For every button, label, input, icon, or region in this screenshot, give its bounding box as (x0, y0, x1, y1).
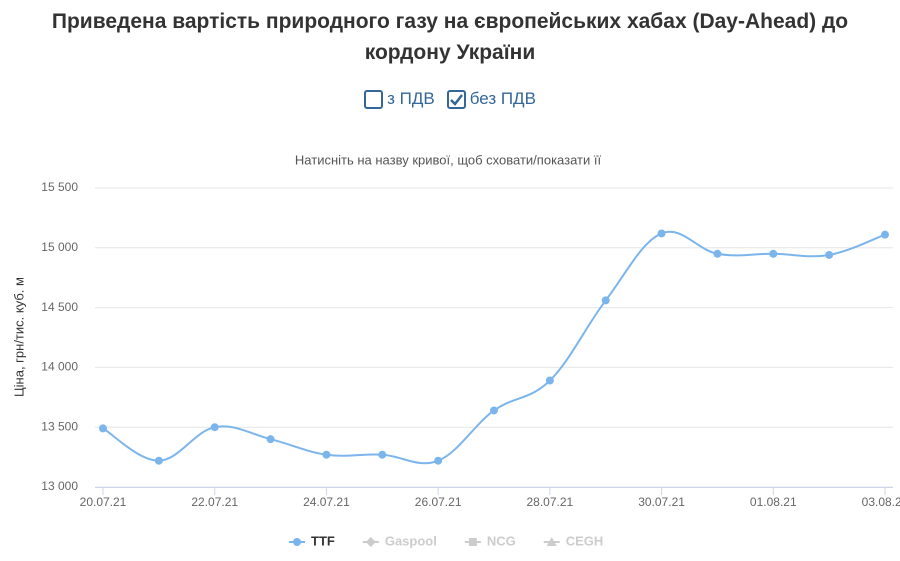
point (713, 249, 722, 258)
legend-marker (546, 537, 557, 546)
point (657, 229, 666, 238)
y-tick-label: 13 000 (41, 479, 78, 493)
x-tick-label: 03.08.21 (862, 495, 900, 509)
point (490, 406, 498, 415)
x-tick-label: 30.07.21 (638, 495, 685, 509)
point (99, 424, 107, 433)
checkbox[interactable] (446, 89, 466, 109)
toggles: з ПДВ без ПДВ (0, 89, 900, 114)
toggle[interactable]: без ПДВ (446, 89, 536, 109)
legend-label: NCG (487, 533, 516, 548)
legend-label: Gaspool (385, 533, 437, 548)
toggle-label: з ПДВ (387, 89, 435, 108)
y-tick-label: 13 500 (41, 419, 78, 433)
x-tick-label: 28.07.21 (526, 495, 573, 509)
y-tick-label: 15 000 (41, 240, 78, 254)
x-tick-label: 01.08.21 (750, 495, 797, 509)
chart-subtitle: Натисніть на назву кривої, щоб сховати/п… (295, 152, 602, 167)
series-line (102, 230, 886, 465)
point (881, 230, 889, 239)
point (769, 249, 778, 258)
legend-label: CEGH (566, 533, 604, 548)
point (601, 296, 610, 305)
point (825, 250, 834, 259)
y-tick-label: 15 500 (41, 180, 78, 194)
legend-label: TTF (311, 533, 335, 548)
point (154, 456, 163, 465)
x-tick-label: 20.07.21 (80, 495, 127, 509)
x-tick-label: 26.07.21 (415, 495, 462, 509)
legend-marker (293, 538, 301, 546)
toggle-label: без ПДВ (469, 89, 536, 108)
chart-title: Приведена вартість природного газу на єв… (51, 10, 849, 64)
legend-marker (468, 538, 477, 546)
checkbox[interactable] (364, 89, 384, 109)
y-tick-label: 14 000 (41, 360, 78, 374)
point (266, 435, 275, 444)
point (545, 376, 554, 385)
x-tick-label: 22.07.21 (191, 495, 238, 509)
y-tick-label: 14 500 (41, 300, 78, 314)
point (210, 423, 219, 432)
point (434, 456, 443, 465)
legend-marker (365, 537, 376, 547)
point (378, 450, 387, 459)
toggle[interactable]: з ПДВ (364, 89, 435, 109)
check (449, 93, 463, 106)
y-axis-title: Ціна, грн/тис. куб. м (11, 277, 26, 397)
x-tick-label: 24.07.21 (303, 495, 350, 509)
point (322, 450, 331, 459)
